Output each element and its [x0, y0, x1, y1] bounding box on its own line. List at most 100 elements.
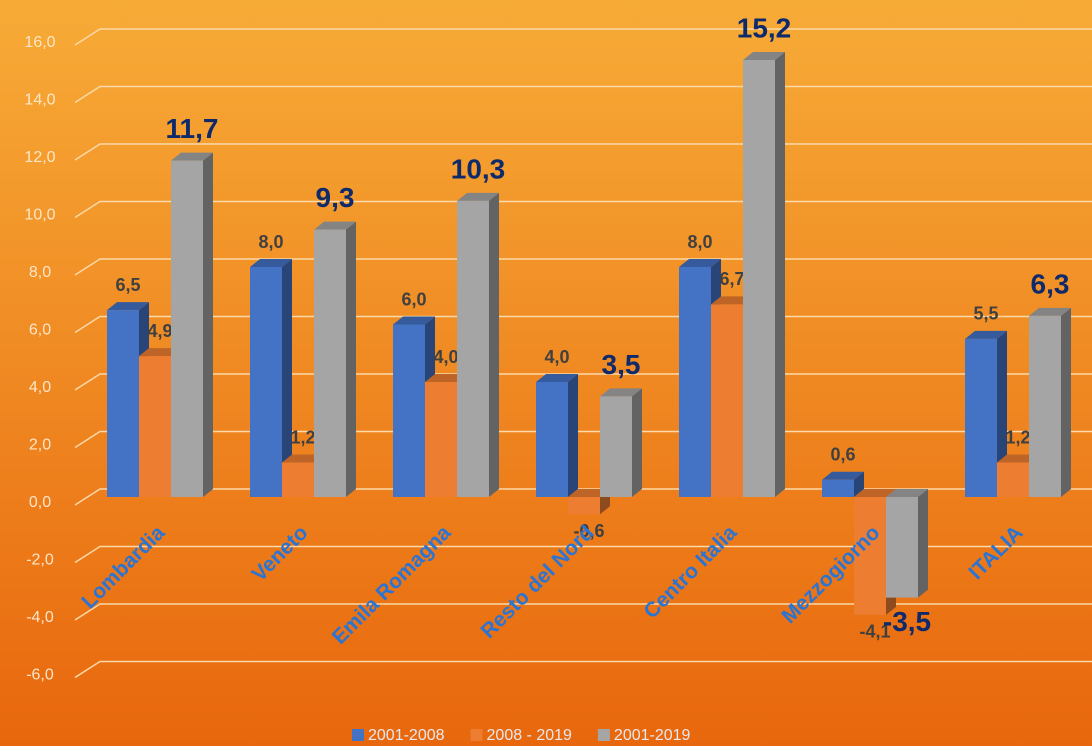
bar-face [203, 152, 213, 497]
bar-face [997, 462, 1029, 497]
grid-line [74, 430, 1092, 449]
bar-face [282, 259, 292, 497]
grid-line [74, 545, 1092, 564]
value-label: 6,5 [115, 275, 140, 295]
bar-face [282, 462, 314, 497]
bar-face [1029, 315, 1061, 497]
x-tick-label: Emila Romagna [328, 521, 456, 649]
x-tick-label: Veneto [248, 521, 313, 586]
value-label: 11,7 [166, 113, 219, 144]
y-tick-label: 16,0 [24, 34, 55, 51]
bar-face [600, 388, 642, 397]
bar-face [314, 229, 346, 497]
bar-face [822, 471, 864, 480]
bar-face [822, 479, 854, 497]
y-tick-label: 6,0 [29, 322, 51, 339]
value-label: 9,3 [316, 182, 355, 213]
bar-face [711, 296, 753, 305]
bar-face [568, 497, 600, 515]
bar-face [775, 52, 785, 497]
bar-face [1029, 307, 1071, 316]
bar [600, 388, 642, 497]
value-label: 3,5 [602, 349, 641, 380]
value-label: 6,7 [719, 269, 744, 289]
grid-line [74, 258, 1092, 276]
bar-face [854, 497, 886, 615]
value-label: 4,9 [147, 321, 172, 341]
bar-face [743, 60, 775, 497]
value-label: 15,2 [737, 12, 792, 43]
grid-line [74, 315, 1092, 334]
bar-face [711, 304, 743, 497]
y-tick-label: 10,0 [24, 207, 55, 224]
bar-face [632, 388, 642, 497]
y-tick-label: 2,0 [29, 437, 51, 454]
bar-face [854, 489, 896, 497]
x-tick-label: Centro Italia [639, 521, 741, 623]
bar-face [997, 330, 1007, 497]
value-label: -3,5 [883, 606, 931, 637]
bar-face [171, 160, 203, 497]
bar-face [250, 259, 292, 267]
legend-label: 2001-2008 [368, 727, 445, 744]
value-label: 4,0 [433, 347, 458, 367]
bar-face [1061, 307, 1071, 497]
x-tick-label: ITALIA [964, 521, 1027, 584]
grid-line [74, 603, 1092, 621]
bar-face [457, 192, 499, 201]
bar-face [679, 267, 711, 497]
bar [171, 152, 213, 497]
bar-face [886, 497, 918, 598]
bar-face [886, 489, 928, 497]
grid-line [74, 660, 1092, 679]
bar [886, 489, 928, 598]
y-tick-label: -6,0 [26, 667, 54, 684]
value-label: 6,3 [1031, 268, 1070, 299]
value-label: 10,3 [451, 153, 506, 184]
value-label: 1,2 [1005, 427, 1030, 447]
bar-face [679, 259, 721, 267]
bar-face [139, 356, 171, 497]
y-tick-label: 14,0 [24, 92, 55, 109]
bar-face [393, 316, 435, 325]
value-label: 6,0 [401, 289, 426, 309]
legend-swatch [470, 729, 483, 741]
grid-line [74, 28, 1092, 46]
bar-face [489, 192, 499, 497]
legend-swatch [352, 729, 364, 741]
bar-face [965, 330, 1007, 339]
bar-face [139, 348, 181, 357]
bar-face [107, 310, 139, 497]
bar-face [457, 200, 489, 497]
bar-face [536, 382, 568, 497]
bar-face [568, 489, 610, 497]
bar-face [314, 221, 356, 230]
grid-line [74, 373, 1092, 391]
y-tick-label: 12,0 [24, 149, 55, 166]
bar-face [425, 374, 467, 382]
bar-face [107, 302, 149, 311]
legend-label: 2008 - 2019 [487, 727, 573, 744]
bar [250, 259, 292, 497]
value-label: 4,0 [544, 347, 569, 367]
y-tick-label: -2,0 [26, 552, 54, 569]
y-tick-label: 0,0 [29, 494, 51, 511]
bar-face [250, 267, 282, 497]
bar-face [965, 338, 997, 497]
value-label: -0,6 [573, 521, 604, 541]
bar [314, 221, 356, 497]
x-tick-label: Resto del Nord [477, 521, 599, 643]
value-label: 8,0 [258, 232, 283, 252]
grid-line [74, 85, 1092, 104]
y-tick-label: 4,0 [29, 379, 51, 396]
bar [822, 471, 864, 497]
bar-face [918, 489, 928, 598]
legend-label: 2001-2019 [614, 727, 691, 744]
bar [457, 192, 499, 497]
y-tick-label: -4,0 [26, 609, 54, 626]
bar-face [536, 374, 578, 382]
bar [536, 374, 578, 497]
value-label: 8,0 [687, 232, 712, 252]
